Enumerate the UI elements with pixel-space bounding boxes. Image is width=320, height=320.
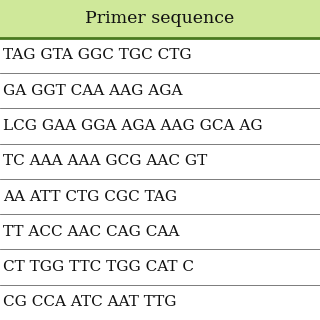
Text: TAG GTA GGC TGC CTG: TAG GTA GGC TGC CTG [3,48,192,62]
Text: CT TGG TTC TGG CAT C: CT TGG TTC TGG CAT C [3,260,194,274]
Bar [0,108,320,144]
Text: CG CCA ATC AAT TTG: CG CCA ATC AAT TTG [3,295,177,309]
Text: TT ACC AAC CAG CAA: TT ACC AAC CAG CAA [3,225,180,239]
Text: GA GGT CAA AAG AGA: GA GGT CAA AAG AGA [3,84,183,98]
Bar [0,38,320,73]
Text: LCG GAA GGA AGA AAG GCA AG: LCG GAA GGA AGA AAG GCA AG [3,119,263,133]
Bar [0,179,320,214]
Bar [0,285,320,320]
Text: Primer sequence: Primer sequence [85,10,235,28]
Bar [0,144,320,179]
Text: AA ATT CTG CGC TAG: AA ATT CTG CGC TAG [3,189,177,204]
Bar [0,250,320,285]
Bar [0,214,320,250]
Bar [0,73,320,108]
Text: TC AAA AAA GCG AAC GT: TC AAA AAA GCG AAC GT [3,154,207,168]
Bar [0,0,320,38]
